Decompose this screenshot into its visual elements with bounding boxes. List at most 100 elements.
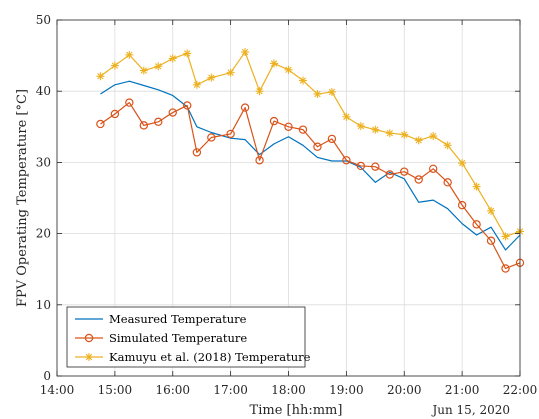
circle-marker: [371, 162, 380, 171]
asterisk-marker: [414, 136, 423, 145]
y-tick-label: 10: [36, 298, 51, 312]
y-tick-label: 40: [36, 84, 51, 98]
asterisk-marker: [501, 232, 510, 241]
asterisk-stroke: [487, 207, 495, 215]
asterisk-marker: [385, 129, 394, 138]
asterisk-stroke: [126, 51, 133, 59]
circle-marker: [168, 108, 177, 117]
circle-marker: [226, 129, 235, 139]
circle-marker: [327, 134, 337, 144]
y-tick-label: 50: [36, 13, 51, 27]
x-tick-label: 17:00: [213, 383, 248, 397]
y-tick-label: 30: [36, 155, 51, 169]
legend: Measured Temperature Simulated Temperatur…: [66, 306, 311, 368]
circle-marker: [472, 220, 481, 229]
asterisk-marker: [154, 62, 163, 71]
asterisk-stroke: [241, 48, 249, 56]
asterisk-marker: [139, 66, 148, 75]
asterisk-stroke: [328, 88, 336, 96]
asterisk-stroke: [299, 77, 307, 84]
x-tick-label: 14:00: [40, 383, 75, 397]
asterisk-marker: [255, 87, 264, 96]
asterisk-marker: [400, 130, 409, 139]
asterisk-stroke: [473, 183, 480, 190]
series-1: [100, 80, 521, 251]
asterisk-stroke: [193, 81, 201, 88]
circle-marker: [428, 164, 438, 174]
circle-marker: [501, 264, 510, 273]
asterisk-stroke: [444, 142, 451, 149]
x-tick-label: 18:00: [271, 383, 306, 397]
circle-marker: [255, 156, 264, 165]
asterisk-marker: [458, 159, 467, 168]
series-line: [100, 101, 521, 270]
series-3: [96, 48, 524, 241]
asterisk-stroke: [97, 73, 104, 80]
circle-marker: [110, 109, 120, 119]
asterisk-stroke: [184, 50, 191, 57]
y-tick-label: 20: [36, 227, 51, 241]
asterisk-marker: [226, 68, 235, 77]
asterisk-marker: [487, 206, 496, 215]
circle-marker: [414, 175, 423, 184]
y-tick-label: 0: [43, 369, 51, 383]
asterisk-marker: [356, 122, 365, 131]
circle-marker: [84, 333, 94, 343]
asterisk-marker: [168, 54, 177, 63]
circle-marker: [183, 101, 192, 110]
legend-item-1: Measured Temperature: [75, 312, 247, 326]
circle-marker: [486, 236, 496, 245]
date-label: Jun 15, 2020: [430, 403, 510, 417]
circle-marker: [125, 98, 134, 107]
series-2: [96, 98, 525, 273]
asterisk-marker: [298, 76, 307, 85]
x-tick-label: 21:00: [445, 383, 480, 397]
x-tick-label: 16:00: [155, 383, 190, 397]
asterisk-stroke: [386, 130, 393, 137]
asterisk-marker: [183, 49, 192, 58]
asterisk-stroke: [285, 66, 292, 74]
circle-marker: [269, 116, 279, 126]
circle-marker: [298, 125, 308, 134]
asterisk-marker: [85, 353, 93, 361]
asterisk-stroke: [256, 88, 263, 95]
circle-marker: [443, 178, 452, 187]
asterisk-stroke: [401, 131, 408, 138]
x-tick-label: 15:00: [98, 383, 133, 397]
asterisk-marker: [207, 73, 216, 82]
circle-marker: [192, 148, 202, 157]
y-axis-label: FPV Operating Temperature [°C]: [15, 89, 30, 307]
asterisk-marker: [342, 112, 351, 121]
legend-label: Simulated Temperature: [109, 331, 247, 345]
asterisk-stroke: [111, 62, 119, 69]
circle-marker: [139, 121, 149, 130]
x-tick-label: 22:00: [503, 383, 538, 397]
legend-label: Kamuyu et al. (2018) Temperature: [109, 350, 311, 364]
asterisk-marker: [241, 48, 250, 57]
asterisk-marker: [96, 72, 105, 81]
asterisk-marker: [125, 50, 134, 59]
asterisk-marker: [443, 141, 452, 150]
axis-ticks: 14:00 15:00 16:00 17:00 18:00 19:00 20:00 21:00…: [36, 13, 538, 397]
asterisk-marker: [327, 87, 336, 96]
legend-item-3: Kamuyu et al. (2018) Temperature: [75, 350, 311, 364]
circle-marker: [240, 103, 250, 112]
legend-box: [66, 306, 306, 368]
asterisk-stroke: [140, 67, 148, 74]
legend-label: Measured Temperature: [109, 312, 247, 326]
asterisk-stroke: [502, 233, 509, 240]
asterisk-marker: [313, 90, 322, 99]
asterisk-stroke: [270, 60, 278, 67]
circle-marker: [342, 156, 351, 165]
asterisk-stroke: [372, 126, 379, 133]
asterisk-marker: [472, 182, 481, 191]
asterisk-marker: [284, 65, 293, 74]
asterisk-stroke: [169, 55, 176, 62]
legend-item-2: Simulated Temperature: [75, 331, 247, 345]
asterisk-stroke: [208, 74, 215, 81]
asterisk-marker: [192, 80, 201, 89]
asterisk-stroke: [227, 69, 234, 76]
asterisk-stroke: [314, 90, 321, 98]
grid-lines: [56, 19, 521, 377]
